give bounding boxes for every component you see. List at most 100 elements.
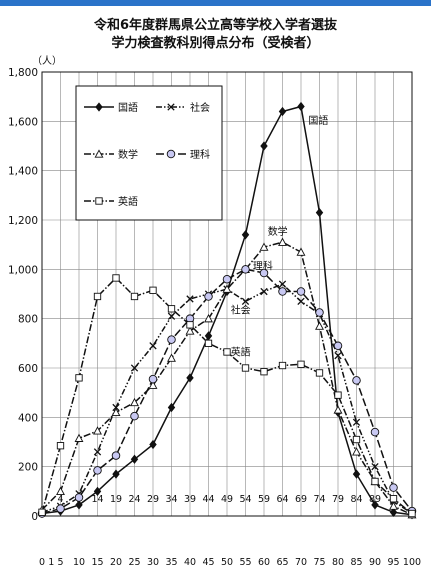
series-3-point [185,326,195,335]
series-annotation: 国語 [308,114,328,127]
series-1-point [260,141,268,151]
x-inner-tick-label: 34 [165,494,177,505]
series-5-point [204,339,213,347]
series-5-point [38,508,46,516]
x-tick-label: 15 [91,557,103,568]
series-5-point [223,348,231,356]
series-4-point [148,374,158,384]
series-1-point [186,373,194,383]
series-1-point [167,402,176,413]
series-4-point [370,427,380,437]
x-tick-label: 75 [313,557,325,568]
x-tick-label: 5 [57,557,63,568]
chart-title-line2: 学力検査教科別得点分布（受検者） [111,36,320,51]
x-inner-tick-label: 14 [91,494,103,505]
x-tick-label: 65 [276,557,288,568]
series-5-point [130,292,139,301]
series-4-point [333,341,343,351]
series-4-point [93,466,102,475]
x-inner-tick-label: 4 [57,494,63,505]
series-5-point [93,292,102,301]
series-4-point [222,274,232,284]
series-2-point [130,364,139,372]
series-4-point [241,265,250,274]
series-1-point [241,230,250,240]
series-3-point [204,314,213,323]
y-tick-label: 1,600 [8,116,38,128]
series-3-point [296,247,306,256]
x-tick-label: 40 [184,557,196,568]
legend-label-4: 理科 [190,148,210,161]
series-5-point [371,477,379,486]
series-annotation: 数学 [268,225,288,238]
series-annotation: 理科 [253,259,273,272]
legend-label-2: 社会 [190,101,210,114]
legend-marker-3 [94,149,104,158]
top-accent-bar [0,0,431,6]
series-1-point [278,106,287,117]
series-5-point [315,369,324,377]
series-2-point [112,403,120,412]
series-4-point [74,493,84,502]
series-2-point [371,463,379,471]
series-4-point [130,411,139,421]
series-3-point [315,321,324,330]
series-2-point [149,342,157,350]
series-5-point [167,305,176,313]
series-2-point [241,297,250,306]
x-inner-tick-label: 54 [239,494,251,505]
x-tick-label: 1 [48,557,54,568]
x-tick-label: 60 [258,557,270,568]
series-4-point [167,335,176,344]
x-inner-tick-label: 59 [258,494,270,505]
series-3-point [222,284,232,293]
series-4-point [278,287,287,296]
series-3-point [56,486,65,495]
series-5-point [389,495,398,503]
series-4-point [315,308,324,317]
series-3-point [278,237,287,246]
plot-frame [41,71,413,517]
series-1-point [371,500,379,510]
series-5-point [297,360,305,368]
series-4-point [56,504,65,513]
series-1-point [75,500,83,510]
series-4-point [259,268,269,278]
series-2-point [260,287,268,296]
x-tick-label: 50 [221,557,233,568]
x-tick-label: 10 [73,557,85,568]
series-3-point [130,397,139,407]
series-2-point [297,297,305,306]
series-5-point [149,286,157,294]
legend-marker-1 [95,102,103,112]
series-annotation: 社会 [231,304,251,317]
x-inner-tick-label: 64 [276,494,288,505]
series-2-point [352,418,361,426]
series-3-point [93,426,102,435]
series-1-point [389,507,398,517]
x-inner-tick-label: 29 [147,494,159,505]
x-inner-tick-label: 39 [184,494,196,505]
series-5-point [241,364,250,372]
series-3-point [389,501,398,510]
series-5-point [260,368,268,376]
legend-marker-4 [166,149,176,159]
series-1-point [297,101,305,112]
legend-label-1: 国語 [118,101,138,114]
x-tick-label: 70 [295,557,307,568]
series-2-point [167,312,176,320]
series-5-point [408,509,416,518]
series-4-point [389,483,398,492]
y-axis-unit-label: （人） [32,55,62,67]
series-5-point [56,442,65,450]
y-tick-label: 600 [18,363,38,375]
series-3-point [352,447,361,456]
series-1-point [93,486,102,496]
series-3-point [333,405,343,414]
x-tick-label: 100 [403,557,421,568]
x-tick-label: 45 [202,557,214,568]
x-tick-label: 25 [128,557,140,568]
y-tick-label: 1,400 [8,166,38,178]
series-2-point [186,295,194,303]
y-tick-label: 200 [18,462,38,474]
